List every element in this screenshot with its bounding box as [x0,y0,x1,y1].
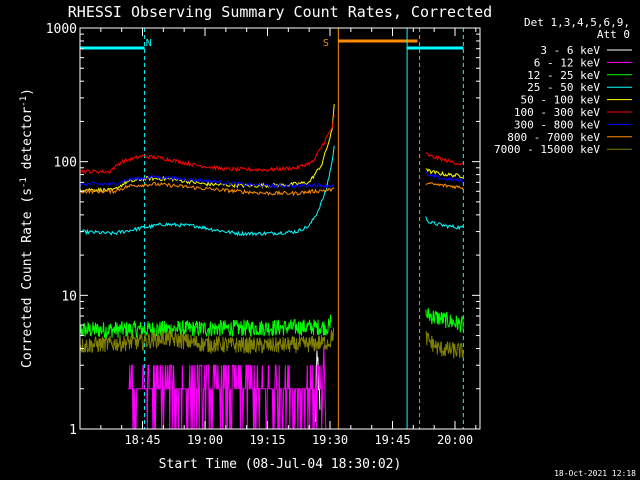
x-tick-label-2: 19:15 [249,433,285,447]
series-4 [79,104,464,193]
series-2-segment-1 [425,308,464,333]
series-3-segment-0 [79,145,335,237]
x-tick-label-3: 19:30 [312,433,348,447]
series-3 [79,145,464,237]
series-4-segment-1 [425,168,464,179]
y-axis-label-sup1: -1 [19,177,29,188]
series-7-segment-0 [79,181,335,197]
series-6-segment-1 [425,171,464,184]
series-5-segment-1 [425,152,464,166]
series-6 [79,171,464,189]
series-5 [79,114,464,175]
plot-frame [79,27,481,430]
series-6-segment-0 [79,173,335,189]
chart-title: RHESSI Observing Summary Count Rates, Co… [68,3,492,21]
series-3-segment-1 [425,216,464,231]
x-tick-label-1: 19:00 [187,433,223,447]
series-7-segment-1 [425,182,464,190]
series-1 [127,345,327,430]
legend-label-4: 50 - 100 keV [521,94,601,107]
y-axis-label-end: ) [20,88,35,96]
legend-label-7: 800 - 7000 keV [507,131,600,144]
x-tick-label-0: 18:45 [124,433,160,447]
plot-series [79,104,464,430]
y-axis-label-sup2: -1 [19,96,29,107]
series-2 [79,308,464,339]
series-7 [79,181,464,197]
x-tick-label-4: 19:45 [374,433,410,447]
y-tick-label-0: 1 [69,423,77,438]
legend-label-1: 6 - 12 keV [534,56,601,69]
legend-label-2: 12 - 25 keV [527,69,600,82]
y-axis-label-main: Corrected Count Rate (s [20,188,35,368]
annotation-1: S [323,38,329,49]
x-tick-label-5: 20:00 [437,433,473,447]
legend-label-8: 7000 - 15000 keV [494,143,600,156]
series-4-segment-0 [79,104,335,193]
series-1-segment-0 [127,345,327,430]
legend-label-5: 100 - 300 keV [514,106,600,119]
y-tick-label-2: 100 [54,156,77,171]
legend-header-line-2: Att 0 [597,28,630,41]
x-axis-label: Start Time (08-Jul-04 18:30:02) [159,457,402,472]
series-8-segment-0 [79,327,335,355]
series-8 [79,327,464,359]
legend-header-line-1: Det 1,3,4,5,6,9, [524,16,630,29]
y-axis-label: Corrected Count Rate (s-1 detector-1) [19,88,35,368]
y-tick-label-1: 10 [61,289,77,304]
series-2-segment-0 [79,314,332,339]
legend-label-3: 25 - 50 keV [527,81,600,94]
annotation-0: N [146,38,152,49]
axis-ticks: 18:45 19:00 19:15 19:30 19:45 20:00 1 10 100 1000 [46,22,480,447]
series-8-segment-1 [425,331,464,359]
legend-label-0: 3 - 6 keV [540,44,600,57]
series-5-segment-0 [79,114,335,175]
y-tick-label-3: 1000 [46,22,77,37]
y-axis-label-mid: detector [20,107,35,178]
event-markers [144,28,464,429]
legend-label-6: 300 - 800 keV [514,118,600,131]
state-bars [80,39,464,50]
footer-timestamp: 18-Oct-2021 12:18 [554,469,636,478]
